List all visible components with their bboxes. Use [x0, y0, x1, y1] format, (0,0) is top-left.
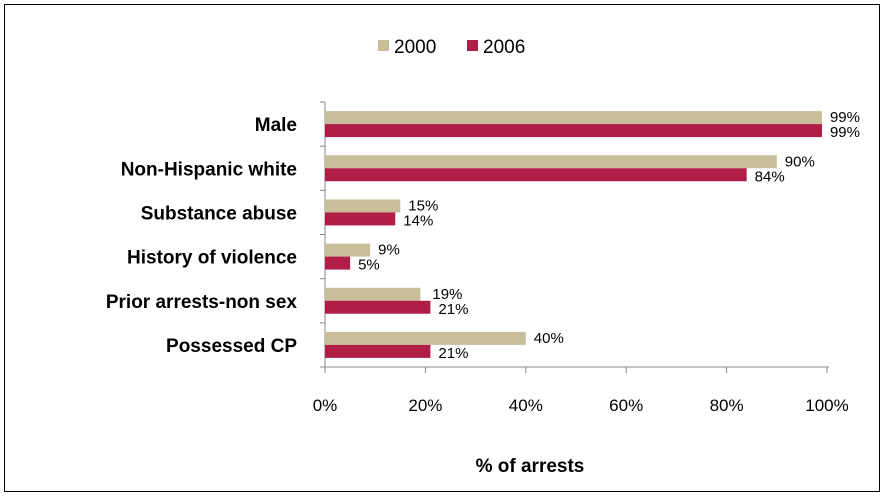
- category-labels: Male Non-Hispanic white Substance abuse His…: [106, 115, 298, 357]
- data-label-2006: 21%: [438, 345, 468, 362]
- data-label-2000: 99%: [830, 109, 860, 126]
- bar-2000: [325, 287, 421, 301]
- bars: [325, 111, 822, 358]
- x-tick-label: 40%: [509, 396, 543, 415]
- bar-2000: [325, 243, 371, 257]
- bar-2000: [325, 111, 822, 125]
- legend-swatch-2000: [378, 40, 389, 51]
- x-tick-label: 20%: [408, 396, 442, 415]
- bar-2000: [325, 331, 526, 345]
- legend-label-2006: 2006: [483, 37, 525, 58]
- bar-2000: [325, 199, 401, 213]
- category-label: History of violence: [127, 248, 297, 269]
- data-label-2000: 90%: [785, 153, 815, 170]
- bar-2000: [325, 155, 777, 169]
- category-label: Non-Hispanic white: [121, 159, 297, 180]
- bar-2006: [325, 344, 431, 358]
- category-label: Possessed CP: [166, 336, 297, 357]
- data-label-2000: 9%: [378, 242, 400, 259]
- bar-2006: [325, 212, 396, 226]
- axes: [320, 101, 829, 373]
- x-tick-label: 100%: [805, 396, 848, 415]
- bar-2006: [325, 124, 822, 138]
- data-label-2006: 84%: [755, 168, 785, 185]
- bar-chart: 2000 2006 Male Non-Hispanic white Substance…: [106, 37, 860, 477]
- data-labels: 99%99%90%84%15%14%9%5%19%21%40%21%: [358, 109, 860, 362]
- bar-2006: [325, 256, 351, 270]
- bar-2006: [325, 168, 747, 182]
- legend: 2000 2006: [378, 37, 525, 58]
- x-tick-label: 0%: [313, 396, 338, 415]
- data-label-2006: 21%: [438, 301, 468, 318]
- x-tick-label: 80%: [710, 396, 744, 415]
- data-label-2006: 14%: [403, 212, 433, 229]
- category-label: Male: [255, 115, 297, 136]
- data-label-2000: 19%: [432, 286, 462, 303]
- category-label: Prior arrests-non sex: [106, 292, 298, 313]
- legend-label-2000: 2000: [394, 37, 436, 58]
- legend-swatch-2006: [467, 40, 478, 51]
- chart-frame: 2000 2006 Male Non-Hispanic white Substance…: [4, 4, 880, 492]
- bar-2006: [325, 300, 431, 314]
- x-axis-title: % of arrests: [476, 456, 585, 477]
- data-label-2006: 99%: [830, 124, 860, 141]
- data-label-2000: 40%: [534, 330, 564, 347]
- data-label-2006: 5%: [358, 257, 380, 274]
- data-label-2000: 15%: [408, 197, 438, 214]
- x-tick-label: 60%: [609, 396, 643, 415]
- category-label: Substance abuse: [141, 203, 297, 224]
- x-tick-labels: 0% 20% 40% 60% 80% 100%: [313, 396, 849, 415]
